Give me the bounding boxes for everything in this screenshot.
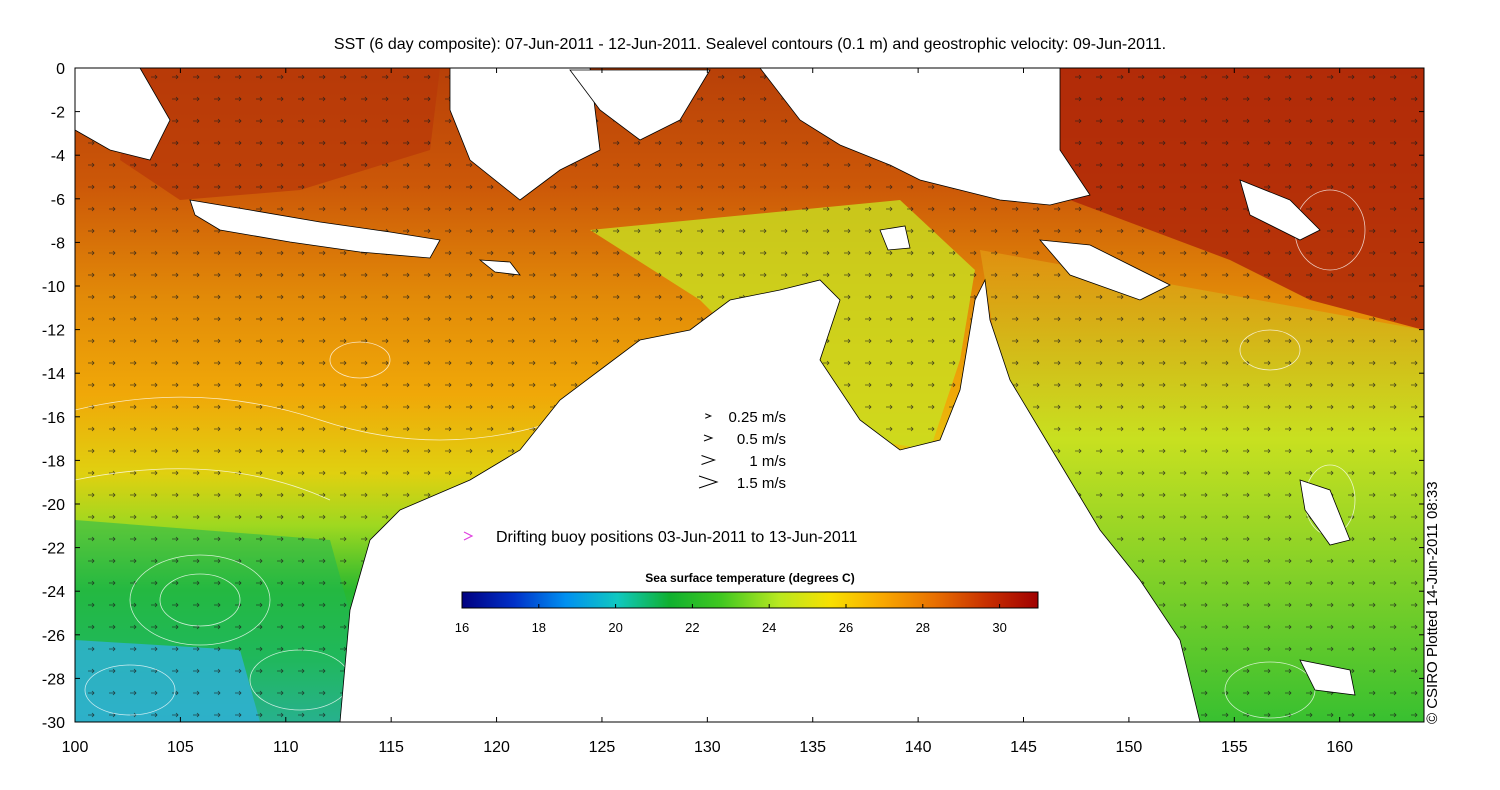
land-australia — [339, 278, 1201, 722]
plot-frame — [74, 67, 1425, 723]
colorbar-tick-label: 28 — [916, 620, 930, 635]
x-tick-label: 140 — [905, 739, 932, 756]
colorbar-tick-label: 22 — [685, 620, 699, 635]
colorbar-tick-label: 18 — [532, 620, 546, 635]
land-solomon-west — [1039, 239, 1171, 301]
x-tick-label: 135 — [799, 739, 826, 756]
y-tick-label: -10 — [42, 279, 65, 296]
sealevel-contours — [75, 189, 1366, 719]
y-tick-label: -20 — [42, 497, 65, 514]
y-tick-label: -16 — [42, 410, 65, 427]
colorbar-tick-label: 20 — [608, 620, 622, 635]
colorbar-tick-label: 30 — [992, 620, 1006, 635]
y-tick-label: -12 — [42, 323, 65, 340]
y-tick-label: -8 — [51, 235, 65, 252]
x-tick-label: 110 — [273, 739, 299, 756]
y-axis: 0 -2 -4 -6 -8 -10 -12 -14 -16 -18 -20 -22 -24 -26 -28 -… — [42, 61, 1424, 732]
y-tick-label: -24 — [42, 584, 65, 601]
land-sulawesi — [569, 69, 711, 141]
colorbar: Sea surface temperature (degrees C) 16 18… — [455, 571, 1039, 635]
land-java — [189, 199, 441, 259]
x-tick-label: 150 — [1116, 739, 1143, 756]
chart-title: SST (6 day composite): 07-Jun-2011 - 12-… — [333, 36, 1167, 53]
y-tick-label: -4 — [51, 148, 65, 165]
y-tick-label: -14 — [42, 366, 65, 383]
y-tick-label: -30 — [42, 715, 65, 732]
velocity-legend: 0.25 m/s 0.5 m/s 1 m/s 1.5 m/s — [698, 409, 786, 492]
y-tick-label: -2 — [51, 105, 65, 122]
x-tick-label: 120 — [483, 739, 510, 756]
land-lord-howe-area — [1299, 659, 1356, 696]
y-tick-label: -22 — [42, 541, 65, 558]
velocity-legend-arrow-icon — [698, 475, 719, 489]
y-tick-label: -18 — [42, 453, 65, 470]
land — [75, 68, 1356, 722]
x-tick-label: 145 — [1010, 739, 1037, 756]
land-sumatra — [75, 68, 171, 161]
x-tick-label: 155 — [1221, 739, 1248, 756]
colorbar-tick-label: 16 — [455, 620, 469, 635]
velocity-legend-arrow-icon — [705, 413, 713, 419]
x-tick-label: 100 — [62, 739, 89, 756]
buoy-legend: Drifting buoy positions 03-Jun-2011 to 1… — [463, 529, 858, 546]
colorbar-title: Sea surface temperature (degrees C) — [645, 571, 854, 585]
buoy-marker-icon — [463, 531, 474, 541]
velocity-legend-label: 0.5 m/s — [737, 431, 786, 448]
land-new-guinea — [759, 68, 1091, 206]
colorbar-tick-label: 26 — [839, 620, 853, 635]
land-new-caledonia — [1299, 479, 1351, 546]
x-tick-label: 130 — [694, 739, 721, 756]
velocity-legend-arrow-icon — [701, 455, 717, 465]
velocity-legend-label: 1 m/s — [749, 453, 786, 470]
colorbar-ticks: 16 18 20 22 24 26 28 30 — [455, 604, 1007, 635]
map-field — [75, 68, 1424, 722]
colorbar-tick-label: 24 — [762, 620, 776, 635]
y-tick-label: -26 — [42, 628, 65, 645]
y-tick-label: -6 — [51, 192, 65, 209]
land-aru-islands — [879, 225, 911, 251]
y-tick-label: -28 — [42, 671, 65, 688]
land-lesser-sunda — [478, 259, 521, 276]
colorbar-gradient — [461, 591, 1039, 609]
velocity-legend-label: 1.5 m/s — [737, 475, 786, 492]
buoy-legend-label: Drifting buoy positions 03-Jun-2011 to 1… — [496, 529, 858, 546]
y-tick-label: 0 — [56, 61, 65, 78]
velocity-legend-label: 0.25 m/s — [728, 409, 786, 426]
x-tick-label: 115 — [378, 739, 404, 756]
x-tick-label: 160 — [1326, 739, 1353, 756]
x-axis: 100 105 110 115 120 125 130 135 140 145 150 155 160 — [62, 68, 1353, 756]
x-tick-label: 105 — [167, 739, 194, 756]
velocity-legend-arrow-icon — [703, 434, 714, 442]
land-solomon-east — [1239, 179, 1321, 241]
x-tick-label: 125 — [589, 739, 616, 756]
